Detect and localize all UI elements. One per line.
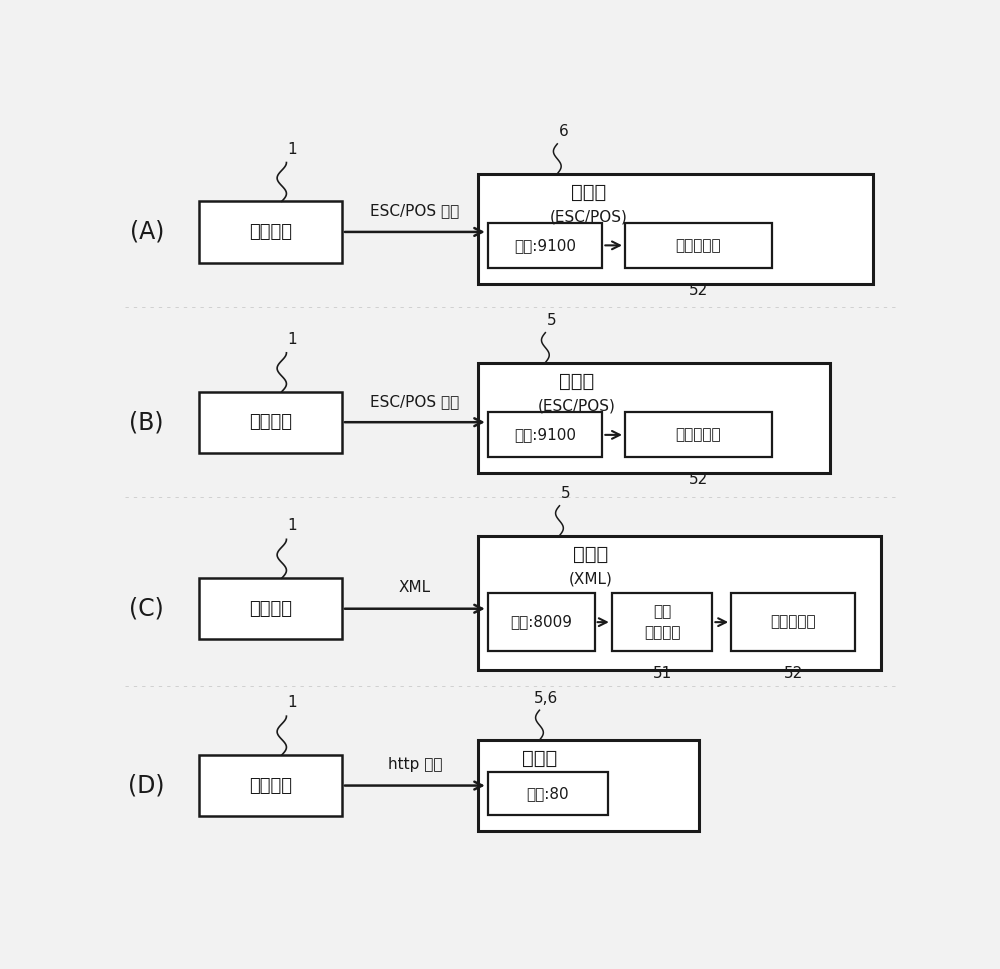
Bar [199, 578, 342, 640]
Text: 6: 6 [559, 124, 568, 140]
Text: 打印机: 打印机 [573, 545, 608, 564]
Text: 终端装置: 终端装置 [249, 413, 292, 431]
Bar [478, 536, 881, 670]
Text: 5: 5 [561, 486, 570, 501]
Text: 终端装置: 终端装置 [249, 600, 292, 617]
Bar [612, 593, 712, 651]
Bar [199, 202, 342, 263]
Text: (A): (A) [130, 220, 164, 244]
Text: 1: 1 [287, 141, 297, 157]
Bar [488, 413, 602, 457]
Text: 端口:9100: 端口:9100 [514, 237, 576, 253]
Bar [625, 223, 772, 267]
Text: 端口:80: 端口:80 [526, 786, 569, 801]
Text: 51: 51 [652, 666, 672, 681]
Text: 打印机: 打印机 [559, 371, 594, 391]
Text: ESC/POS 指令: ESC/POS 指令 [370, 393, 459, 409]
Bar [199, 755, 342, 816]
Text: (ESC/POS): (ESC/POS) [537, 398, 615, 414]
Text: 52: 52 [783, 666, 803, 681]
Text: (D): (D) [128, 773, 165, 797]
Text: 52: 52 [689, 283, 708, 297]
Text: 打印机: 打印机 [522, 749, 557, 768]
Text: 印刷控制部: 印刷控制部 [676, 237, 721, 253]
Text: (ESC/POS): (ESC/POS) [549, 209, 627, 225]
Text: 打印机: 打印机 [571, 183, 606, 202]
Text: (C): (C) [129, 597, 164, 621]
Text: 端口:8009: 端口:8009 [510, 614, 572, 630]
Text: 5,6: 5,6 [534, 691, 558, 705]
Text: 打印
服务器部: 打印 服务器部 [644, 604, 680, 641]
Bar [488, 223, 602, 267]
Bar [478, 173, 873, 284]
Bar [488, 593, 595, 651]
Text: (XML): (XML) [569, 572, 612, 586]
Text: 终端装置: 终端装置 [249, 776, 292, 795]
Bar [625, 413, 772, 457]
Bar [199, 391, 342, 453]
Bar [478, 740, 698, 831]
Text: 1: 1 [287, 518, 297, 533]
Text: (B): (B) [129, 410, 164, 434]
Text: 印刷控制部: 印刷控制部 [770, 614, 816, 630]
Text: 端口:9100: 端口:9100 [514, 427, 576, 443]
Text: 1: 1 [287, 695, 297, 710]
Text: 1: 1 [287, 331, 297, 347]
Text: 5: 5 [547, 313, 556, 328]
Text: 52: 52 [689, 472, 708, 487]
Bar [478, 362, 830, 473]
Text: http 请求: http 请求 [388, 757, 442, 772]
Text: ESC/POS 指令: ESC/POS 指令 [370, 203, 459, 218]
Bar [731, 593, 855, 651]
Text: 终端装置: 终端装置 [249, 223, 292, 241]
Text: XML: XML [399, 580, 431, 595]
Bar [488, 772, 608, 815]
Text: 印刷控制部: 印刷控制部 [676, 427, 721, 443]
